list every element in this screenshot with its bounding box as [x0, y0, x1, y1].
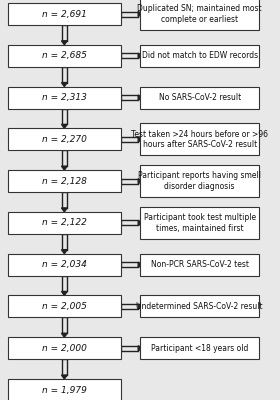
- Text: Test taken >24 hours before or >96
hours after SARS-CoV-2 result: Test taken >24 hours before or >96 hours…: [131, 130, 268, 149]
- Text: n = 2,122: n = 2,122: [42, 218, 87, 227]
- Text: n = 2,000: n = 2,000: [42, 344, 87, 353]
- Polygon shape: [62, 292, 67, 296]
- Text: Participant reports having smell
disorder diagnosis: Participant reports having smell disorde…: [138, 172, 261, 191]
- Bar: [8, 86, 121, 108]
- Text: n = 2,270: n = 2,270: [42, 135, 87, 144]
- Polygon shape: [138, 220, 143, 225]
- Bar: [8, 170, 121, 192]
- Bar: [140, 123, 259, 155]
- Polygon shape: [138, 137, 143, 142]
- Bar: [8, 212, 121, 234]
- Polygon shape: [138, 12, 143, 16]
- Bar: [140, 207, 259, 239]
- Polygon shape: [62, 375, 67, 379]
- Polygon shape: [62, 82, 67, 86]
- Bar: [8, 379, 121, 400]
- Polygon shape: [138, 262, 143, 267]
- Text: Participant <18 years old: Participant <18 years old: [151, 344, 248, 353]
- Polygon shape: [62, 124, 67, 128]
- Text: Duplicated SN; maintained most
complete or earliest: Duplicated SN; maintained most complete …: [137, 4, 262, 24]
- Polygon shape: [138, 179, 143, 184]
- Text: Undetermined SARS-CoV-2 result: Undetermined SARS-CoV-2 result: [136, 302, 263, 311]
- Text: n = 2,691: n = 2,691: [42, 10, 87, 18]
- Bar: [140, 86, 259, 108]
- Bar: [8, 296, 121, 318]
- Bar: [8, 128, 121, 150]
- Bar: [140, 0, 259, 30]
- Text: n = 2,685: n = 2,685: [42, 51, 87, 60]
- Polygon shape: [62, 41, 67, 45]
- Polygon shape: [62, 166, 67, 170]
- Polygon shape: [62, 208, 67, 212]
- Text: n = 2,313: n = 2,313: [42, 93, 87, 102]
- Polygon shape: [138, 95, 143, 100]
- Polygon shape: [138, 304, 143, 309]
- Polygon shape: [138, 346, 143, 351]
- Text: n = 1,979: n = 1,979: [42, 386, 87, 394]
- Bar: [140, 254, 259, 276]
- Bar: [8, 45, 121, 67]
- Bar: [8, 254, 121, 276]
- Text: No SARS-CoV-2 result: No SARS-CoV-2 result: [158, 93, 241, 102]
- Polygon shape: [62, 333, 67, 337]
- Polygon shape: [62, 250, 67, 254]
- Text: n = 2,034: n = 2,034: [42, 260, 87, 269]
- Text: n = 2,005: n = 2,005: [42, 302, 87, 311]
- Bar: [8, 3, 121, 25]
- Bar: [140, 296, 259, 318]
- Bar: [140, 337, 259, 359]
- Polygon shape: [138, 53, 143, 58]
- Text: n = 2,128: n = 2,128: [42, 177, 87, 186]
- Text: Non-PCR SARS-CoV-2 test: Non-PCR SARS-CoV-2 test: [151, 260, 249, 269]
- Text: Did not match to EDW records: Did not match to EDW records: [142, 51, 258, 60]
- Bar: [140, 45, 259, 67]
- Bar: [140, 165, 259, 197]
- Bar: [8, 337, 121, 359]
- Text: Participant took test multiple
times, maintained first: Participant took test multiple times, ma…: [144, 213, 256, 232]
